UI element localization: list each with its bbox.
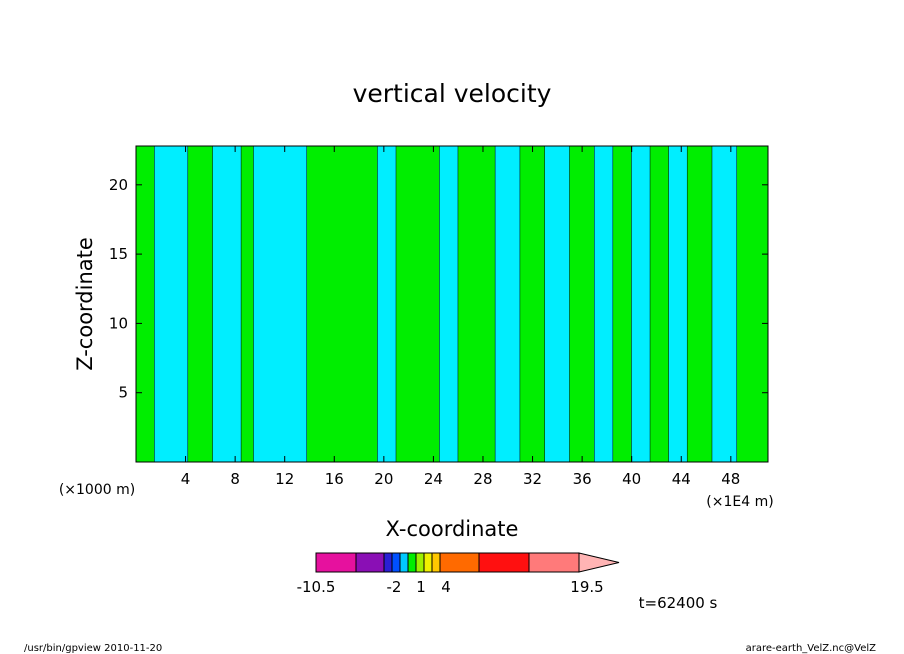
contour-region	[439, 146, 459, 462]
contour-region	[650, 146, 669, 462]
contour-region	[687, 146, 713, 462]
colorbar-label: -2	[387, 578, 402, 596]
colorbar-arrow	[578, 552, 620, 573]
x-tick-label: 16	[325, 470, 344, 488]
colorbar-swatch	[315, 552, 357, 573]
y-tick-label: 15	[109, 245, 128, 263]
colorbar-label: 1	[416, 578, 426, 596]
colorbar-swatch	[439, 552, 480, 573]
contour-region	[253, 146, 308, 462]
contour-region	[377, 146, 397, 462]
contour-region	[136, 146, 155, 462]
contour-region	[241, 146, 254, 462]
colorbar-labels: -10.5 -2 1 4 19.5	[297, 578, 604, 596]
colorbar-swatch	[478, 552, 530, 573]
x-axis: 4 8 12 16 20 24 28 32 36 40 44 48	[181, 146, 740, 488]
contour-region	[668, 146, 688, 462]
colorbar-swatch	[399, 552, 409, 573]
x-tick-label: 12	[275, 470, 294, 488]
y-tick-label: 5	[118, 384, 128, 402]
contour-region	[544, 146, 570, 462]
x-tick-label: 20	[374, 470, 393, 488]
contour-region	[188, 146, 213, 462]
x-tick-label: 48	[721, 470, 740, 488]
x-tick-label: 8	[230, 470, 240, 488]
x-tick-label: 28	[473, 470, 492, 488]
y-axis: 5 10 15 20	[109, 176, 768, 402]
contour-region	[212, 146, 242, 462]
x-axis-label: X-coordinate	[386, 517, 519, 541]
x-tick-label: 36	[573, 470, 592, 488]
x-tick-label: 40	[622, 470, 641, 488]
colorbar-swatch	[391, 552, 401, 573]
x-unit-right-label: (×1E4 m)	[706, 494, 773, 510]
contour-region	[569, 146, 595, 462]
contour-region	[712, 146, 738, 462]
y-tick-label: 10	[109, 314, 128, 332]
colorbar	[315, 552, 620, 573]
y-axis-label: Z-coordinate	[73, 237, 97, 371]
plot-frame	[135, 145, 769, 463]
colorbar-swatch	[423, 552, 433, 573]
x-unit-left-label: (×1000 m)	[59, 482, 135, 498]
x-tick-label: 24	[424, 470, 443, 488]
contour-region	[631, 146, 651, 462]
colorbar-label: 4	[441, 578, 451, 596]
contour-region	[495, 146, 521, 462]
colorbar-swatch	[383, 552, 393, 573]
colorbar-swatch	[415, 552, 425, 573]
colorbar-swatch	[407, 552, 417, 573]
x-tick-label: 44	[672, 470, 691, 488]
contour-region	[594, 146, 614, 462]
time-label: t=62400 s	[639, 594, 718, 612]
x-tick-label: 4	[181, 470, 191, 488]
colorbar-label: 19.5	[570, 578, 603, 596]
x-tick-label: 32	[523, 470, 542, 488]
contour-region	[613, 146, 632, 462]
colorbar-swatch	[431, 552, 441, 573]
contour-region	[520, 146, 545, 462]
contour-region	[154, 146, 189, 462]
contour-region	[396, 146, 440, 462]
chart-title: vertical velocity	[353, 79, 552, 108]
colorbar-swatch	[528, 552, 580, 573]
footer-left: /usr/bin/gpview 2010-11-20	[24, 643, 162, 654]
colorbar-swatch	[355, 552, 385, 573]
footer-right: arare-earth_VelZ.nc@VelZ	[746, 643, 877, 654]
colorbar-label: -10.5	[297, 578, 336, 596]
contour-region	[307, 146, 378, 462]
contour-field	[136, 146, 769, 462]
contour-region	[458, 146, 496, 462]
contour-region	[737, 146, 768, 462]
y-tick-label: 20	[109, 176, 128, 194]
